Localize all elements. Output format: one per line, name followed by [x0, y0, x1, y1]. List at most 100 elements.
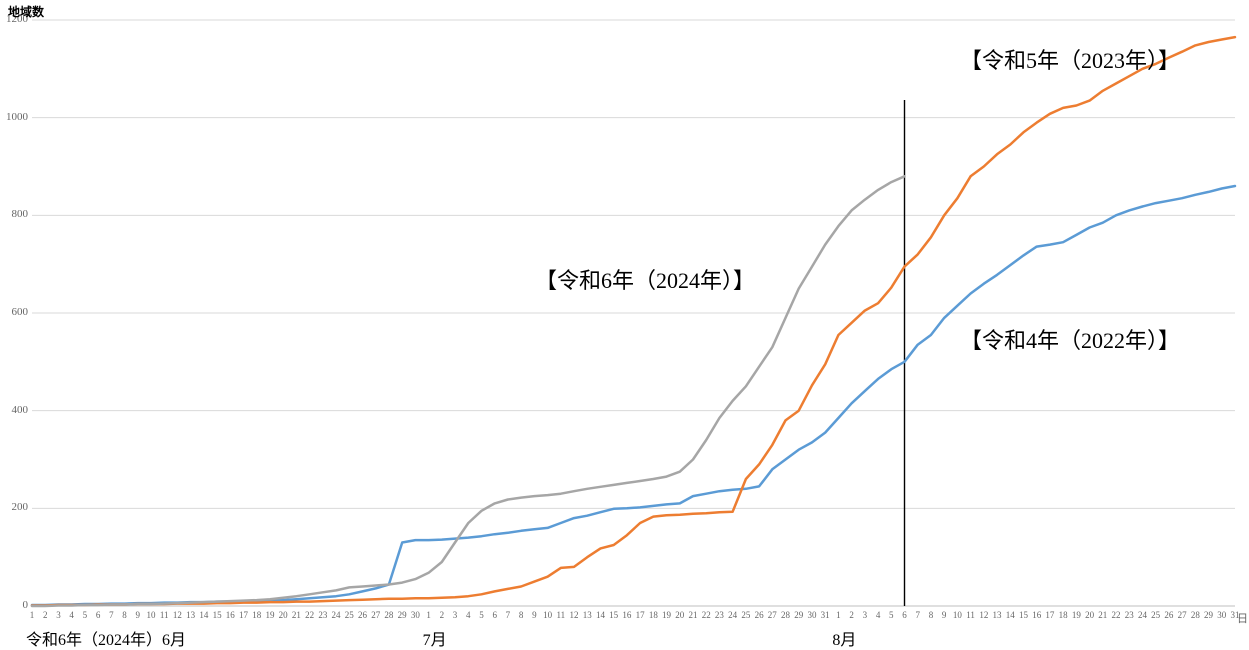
x-tick-label: 13	[186, 610, 195, 620]
x-tick-label: 2	[849, 610, 854, 620]
x-tick-label: 24	[1138, 610, 1147, 620]
x-tick-label: 8	[929, 610, 934, 620]
x-tick-label: 2	[43, 610, 48, 620]
x-tick-label: 12	[570, 610, 579, 620]
x-tick-label: 30	[411, 610, 420, 620]
x-tick-label: 18	[649, 610, 658, 620]
x-tick-label: 13	[583, 610, 592, 620]
x-tick-label: 23	[1125, 610, 1134, 620]
x-tick-label: 31	[821, 610, 830, 620]
x-tick-label: 11	[160, 610, 169, 620]
x-tick-label: 28	[1191, 610, 1200, 620]
x-tick-label: 9	[942, 610, 947, 620]
x-tick-label: 17	[636, 610, 645, 620]
x-tick-label: 18	[1059, 610, 1068, 620]
series-annotation-r4: 【令和4年（2022年）】	[960, 323, 1180, 355]
x-tick-label: 4	[876, 610, 881, 620]
x-tick-label: 30	[1217, 610, 1226, 620]
x-tick-label: 13	[993, 610, 1002, 620]
x-tick-label: 21	[292, 610, 301, 620]
x-tick-label: 30	[807, 610, 816, 620]
x-tick-label: 4	[69, 610, 74, 620]
x-tick-label: 23	[318, 610, 327, 620]
series-line-r4	[32, 186, 1235, 605]
line-chart: 0200400600800100012001234567891011121314…	[0, 0, 1249, 643]
x-tick-label: 20	[675, 610, 684, 620]
x-tick-label: 15	[213, 610, 222, 620]
x-tick-label: 19	[265, 610, 274, 620]
chart-svg	[0, 0, 1249, 643]
x-tick-label: 19	[1072, 610, 1081, 620]
x-tick-label: 14	[199, 610, 208, 620]
x-tick-label: 17	[1045, 610, 1054, 620]
x-tick-label: 10	[146, 610, 155, 620]
x-tick-label: 15	[609, 610, 618, 620]
series-annotation-r6: 【令和6年（2024年）】	[535, 263, 755, 295]
x-tick-label: 29	[794, 610, 803, 620]
x-tick-label: 22	[305, 610, 314, 620]
y-tick-label: 200	[2, 501, 28, 513]
x-tick-label: 1	[30, 610, 35, 620]
x-tick-label: 5	[83, 610, 88, 620]
x-tick-label: 22	[1112, 610, 1121, 620]
series-line-r6	[32, 176, 905, 606]
x-tick-label: 1	[426, 610, 431, 620]
x-tick-label: 8	[122, 610, 127, 620]
x-tick-label: 20	[1085, 610, 1094, 620]
x-tick-label: 16	[622, 610, 631, 620]
month-label: 8月	[832, 626, 856, 650]
x-tick-label: 12	[173, 610, 182, 620]
x-tick-label: 27	[768, 610, 777, 620]
x-tick-label: 29	[398, 610, 407, 620]
month-label: 7月	[423, 626, 447, 650]
x-tick-label: 23	[715, 610, 724, 620]
x-tick-label: 8	[519, 610, 524, 620]
x-tick-label: 20	[279, 610, 288, 620]
x-tick-label: 7	[506, 610, 511, 620]
y-tick-label: 600	[2, 306, 28, 318]
x-tick-label: 14	[1006, 610, 1015, 620]
x-tick-label: 3	[56, 610, 61, 620]
x-tick-label: 19	[662, 610, 671, 620]
x-tick-label: 10	[543, 610, 552, 620]
x-tick-label: 15	[1019, 610, 1028, 620]
y-tick-label: 0	[2, 599, 28, 611]
x-tick-label: 26	[358, 610, 367, 620]
x-tick-label: 27	[1178, 610, 1187, 620]
x-tick-label: 9	[532, 610, 537, 620]
x-tick-label: 16	[1032, 610, 1041, 620]
x-axis-unit-label: 日	[1237, 610, 1248, 626]
x-tick-label: 5	[889, 610, 894, 620]
x-tick-label: 17	[239, 610, 248, 620]
x-tick-label: 7	[915, 610, 920, 620]
x-tick-label: 11	[966, 610, 975, 620]
x-tick-label: 25	[741, 610, 750, 620]
series-line-r5	[32, 37, 1235, 605]
x-tick-label: 26	[1164, 610, 1173, 620]
x-tick-label: 22	[702, 610, 711, 620]
x-tick-label: 21	[1098, 610, 1107, 620]
x-tick-label: 27	[371, 610, 380, 620]
x-tick-label: 1	[836, 610, 841, 620]
x-tick-label: 6	[902, 610, 907, 620]
x-tick-label: 18	[252, 610, 261, 620]
x-tick-label: 24	[332, 610, 341, 620]
x-tick-label: 4	[466, 610, 471, 620]
y-tick-label: 800	[2, 208, 28, 220]
x-tick-label: 29	[1204, 610, 1213, 620]
x-tick-label: 3	[453, 610, 458, 620]
x-tick-label: 21	[688, 610, 697, 620]
x-tick-label: 14	[596, 610, 605, 620]
x-tick-label: 16	[226, 610, 235, 620]
x-tick-label: 12	[979, 610, 988, 620]
x-tick-label: 10	[953, 610, 962, 620]
series-annotation-r5: 【令和5年（2023年）】	[960, 43, 1180, 75]
x-tick-label: 9	[136, 610, 141, 620]
y-tick-label: 400	[2, 404, 28, 416]
x-tick-label: 28	[384, 610, 393, 620]
x-tick-label: 26	[755, 610, 764, 620]
x-tick-label: 28	[781, 610, 790, 620]
x-tick-label: 25	[1151, 610, 1160, 620]
x-tick-label: 3	[863, 610, 868, 620]
x-tick-label: 11	[556, 610, 565, 620]
